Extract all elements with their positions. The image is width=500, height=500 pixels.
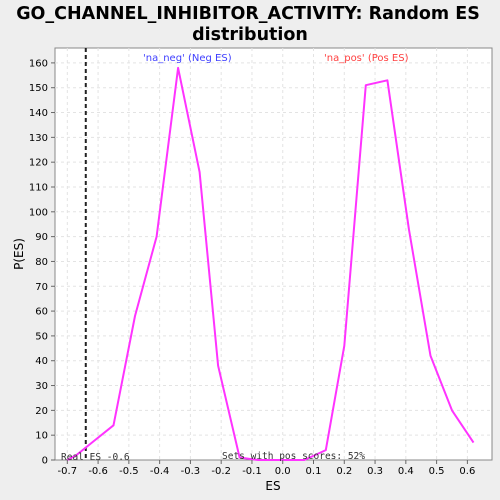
y-tick-label: 70 xyxy=(35,282,48,293)
x-tick-label: 0.1 xyxy=(306,466,322,477)
plot-area xyxy=(55,48,492,460)
y-tick-label: 40 xyxy=(35,356,48,367)
x-tick-label: -0.6 xyxy=(88,466,108,477)
y-tick-label: 90 xyxy=(35,232,48,243)
y-tick-label: 10 xyxy=(35,431,48,442)
y-axis-label: P(ES) xyxy=(12,238,26,270)
chart-title-line2: distribution xyxy=(192,25,308,45)
y-tick-label: 60 xyxy=(35,307,48,318)
x-tick-label: 0.4 xyxy=(398,466,414,477)
y-tick-label: 160 xyxy=(29,58,48,69)
y-tick-label: 140 xyxy=(29,108,48,119)
x-tick-label: 0.6 xyxy=(459,466,475,477)
y-tick-label: 130 xyxy=(29,133,48,144)
x-tick-label: 0.3 xyxy=(367,466,383,477)
y-tick-label: 110 xyxy=(29,182,48,193)
y-tick-label: 150 xyxy=(29,83,48,94)
x-tick-label: 0.5 xyxy=(429,466,445,477)
chart-title-line1: GO_CHANNEL_INHIBITOR_ACTIVITY: Random ES xyxy=(16,4,480,24)
x-tick-label: -0.4 xyxy=(150,466,170,477)
y-tick-label: 0 xyxy=(42,456,48,467)
x-tick-label: -0.5 xyxy=(119,466,139,477)
x-tick-label: -0.1 xyxy=(242,466,262,477)
x-tick-label: 0.0 xyxy=(275,466,291,477)
x-axis-label: ES xyxy=(265,479,280,493)
pos-es-annotation: 'na_pos' (Pos ES) xyxy=(324,53,409,64)
y-tick-label: 100 xyxy=(29,207,48,218)
pos-scores-label: Sets with pos scores: 52% xyxy=(222,451,365,462)
x-tick-label: -0.3 xyxy=(181,466,201,477)
x-tick-label: -0.2 xyxy=(211,466,231,477)
y-tick-label: 30 xyxy=(35,381,48,392)
y-tick-label: 80 xyxy=(35,257,48,268)
neg-es-annotation: 'na_neg' (Neg ES) xyxy=(143,53,232,64)
real-es-label: Real ES -0.6 xyxy=(61,452,130,463)
y-tick-label: 120 xyxy=(29,158,48,169)
x-tick-label: 0.2 xyxy=(336,466,352,477)
y-tick-label: 50 xyxy=(35,331,48,342)
x-tick-label: -0.7 xyxy=(58,466,78,477)
y-tick-label: 20 xyxy=(35,406,48,417)
